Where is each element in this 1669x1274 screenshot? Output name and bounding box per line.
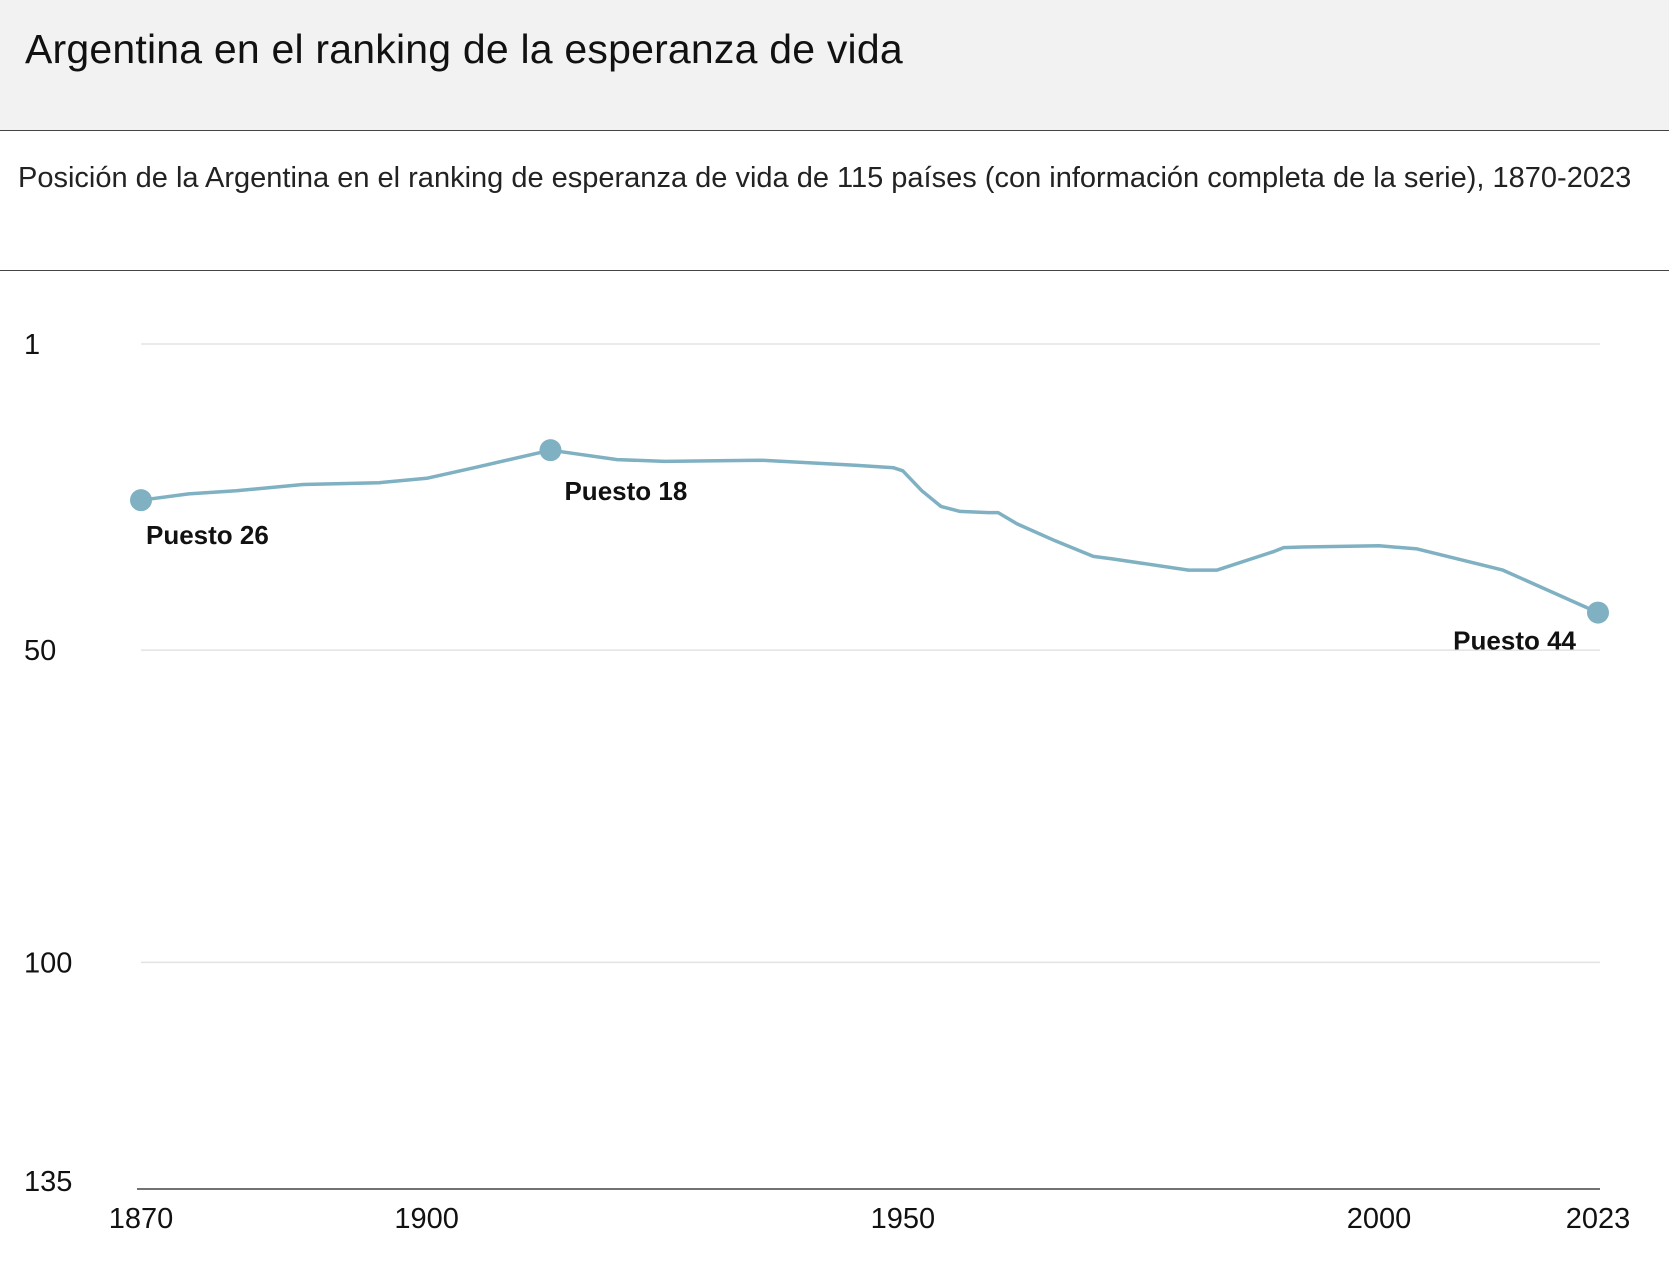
y-tick-label: 50 — [24, 635, 56, 667]
x-tick-label: 1950 — [871, 1203, 936, 1235]
header-bar: Argentina en el ranking de la esperanza … — [0, 0, 1669, 131]
chart-title: Argentina en el ranking de la esperanza … — [25, 26, 903, 72]
highlight-point — [130, 489, 152, 512]
point-label: Puesto 18 — [564, 476, 687, 506]
x-tick-label: 2023 — [1566, 1203, 1631, 1235]
chart-subtitle: Posición de la Argentina en el ranking d… — [18, 162, 1632, 194]
y-tick-label: 100 — [24, 947, 72, 979]
subtitle-bar: Posición de la Argentina en el ranking d… — [0, 131, 1669, 271]
y-tick-label: 1 — [24, 329, 40, 361]
x-tick-label: 1900 — [394, 1203, 459, 1235]
x-tick-label: 1870 — [109, 1203, 174, 1235]
point-label: Puesto 44 — [1453, 626, 1576, 656]
point-label: Puesto 26 — [146, 520, 269, 550]
series-line-argentina — [139, 448, 1600, 615]
x-tick-label: 2000 — [1347, 1203, 1412, 1235]
highlight-point — [1587, 601, 1609, 624]
y-tick-label: 135 — [24, 1166, 72, 1198]
line-chart: 1 50 100 135 1870 1900 1950 2000 2023 Puesto 26 Pu… — [24, 329, 1631, 1235]
highlight-point — [539, 439, 562, 462]
